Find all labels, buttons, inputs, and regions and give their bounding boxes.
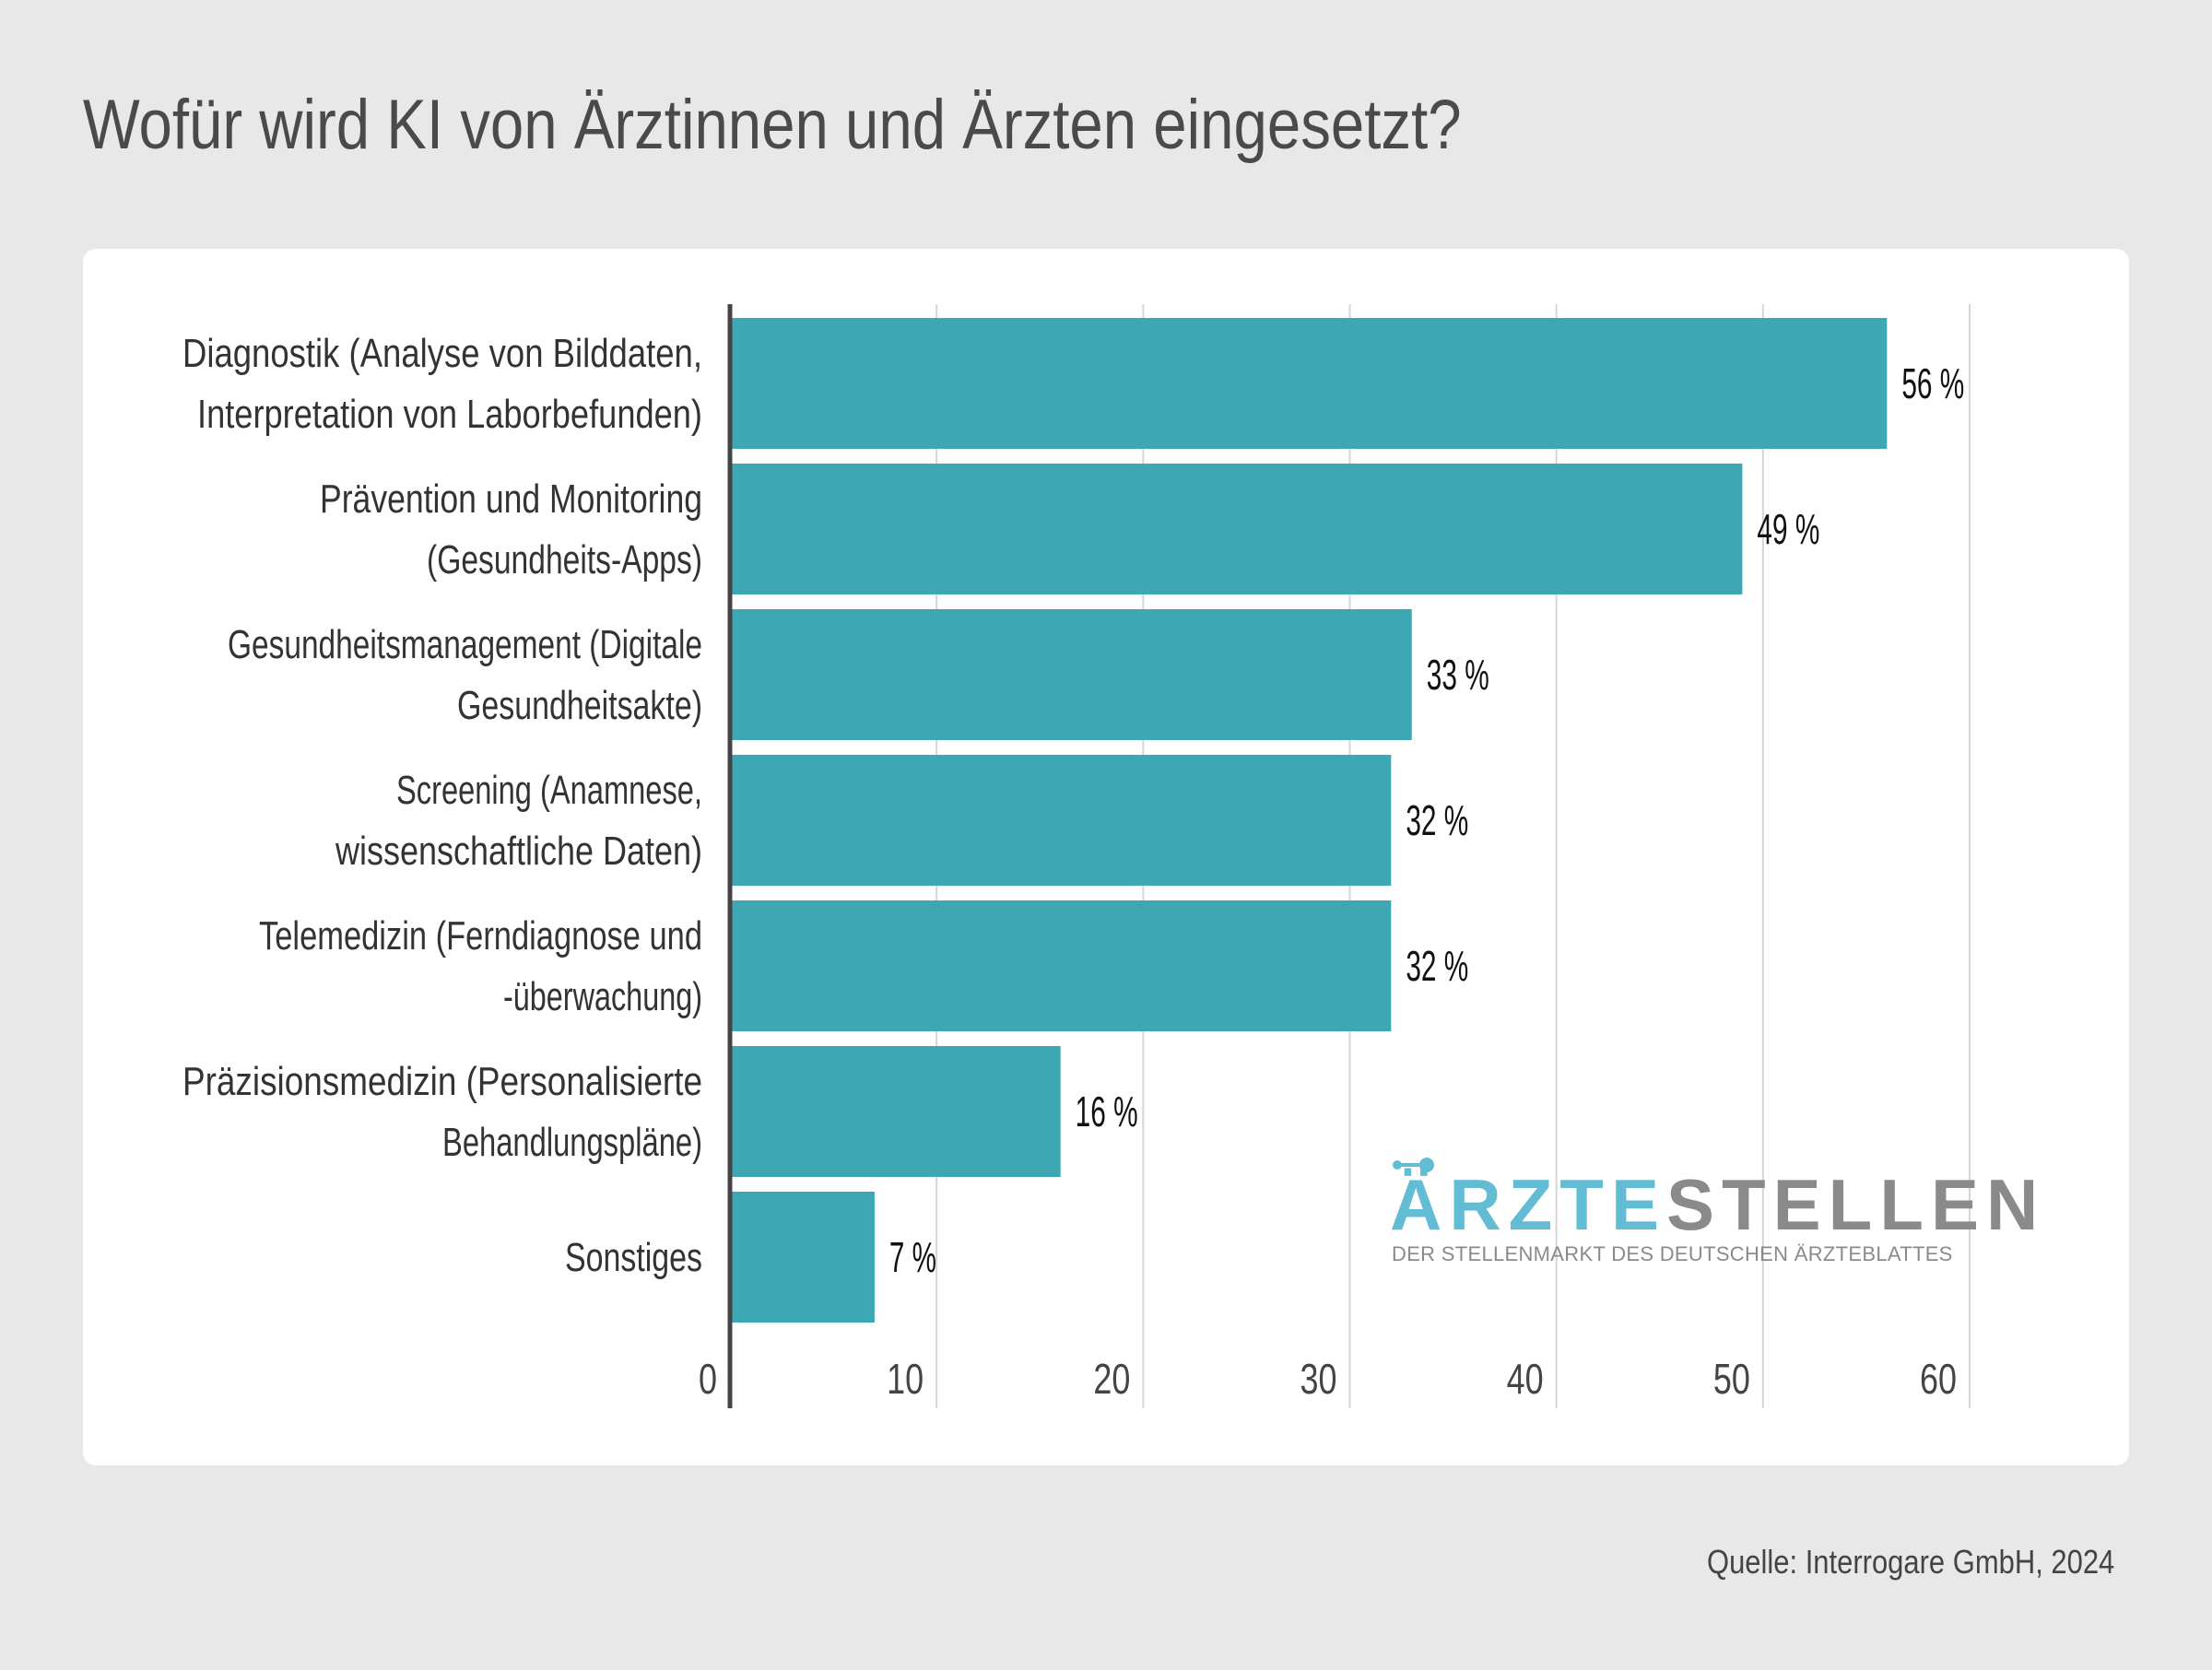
source-note: Quelle: Interrogare GmbH, 2024	[1706, 1543, 2114, 1581]
category-label: Gesundheitsmanagement (Digitale	[228, 622, 702, 667]
bar	[730, 1192, 875, 1323]
logo-part1: ÄRZTE	[1390, 1164, 1666, 1245]
value-label: 32 %	[1406, 942, 1468, 990]
x-tick-label: 0	[699, 1355, 717, 1403]
category-label: wissenschaftliche Daten)	[335, 829, 702, 874]
chart-title: Wofür wird KI von Ärztinnen und Ärzten e…	[83, 86, 1462, 164]
bar	[730, 1046, 1061, 1177]
x-tick-label: 20	[1093, 1355, 1130, 1403]
category-label: Gesundheitsakte)	[457, 683, 702, 728]
category-label: Prävention und Monitoring	[320, 476, 702, 522]
category-label: Telemedizin (Ferndiagnose und	[259, 913, 702, 958]
x-tick-label: 30	[1300, 1355, 1337, 1403]
logo-part2: STELLEN	[1665, 1164, 2046, 1245]
bar	[730, 609, 1412, 740]
value-label: 7 %	[889, 1233, 936, 1281]
x-tick-label: 40	[1507, 1355, 1544, 1403]
bar	[730, 464, 1743, 594]
category-label: Interpretation von Laborbefunden)	[197, 392, 702, 437]
aerztestellen-logo: ÄRZTESTELLEN DER STELLENMARKT DES DEUTSC…	[1390, 1143, 2038, 1265]
x-tick-label: 50	[1713, 1355, 1750, 1403]
value-label: 16 %	[1076, 1088, 1138, 1135]
category-label: (Gesundheits-Apps)	[427, 537, 702, 582]
bar	[730, 755, 1392, 886]
bar	[730, 318, 1888, 449]
category-label: Screening (Anamnese,	[396, 768, 702, 813]
category-label: -überwachung)	[503, 974, 702, 1019]
category-label: Diagnostik (Analyse von Bilddaten,	[182, 331, 702, 376]
value-label: 33 %	[1427, 651, 1489, 699]
logo-wordmark: ÄRZTESTELLEN	[1390, 1163, 2045, 1247]
value-label: 56 %	[1901, 359, 1964, 407]
value-label: 32 %	[1406, 796, 1468, 844]
category-label: Sonstiges	[565, 1235, 702, 1280]
category-label: Behandlungspläne)	[442, 1120, 702, 1165]
x-tick-label: 60	[1920, 1355, 1957, 1403]
x-tick-label: 10	[887, 1355, 924, 1403]
logo-tagline: DER STELLENMARKT DES DEUTSCHEN ÄRZTEBLAT…	[1392, 1242, 1953, 1265]
logo-umlaut-icon	[1393, 1158, 1434, 1172]
value-label: 49 %	[1757, 505, 1819, 553]
bar	[730, 900, 1392, 1031]
category-label: Präzisionsmedizin (Personalisierte	[182, 1059, 702, 1104]
